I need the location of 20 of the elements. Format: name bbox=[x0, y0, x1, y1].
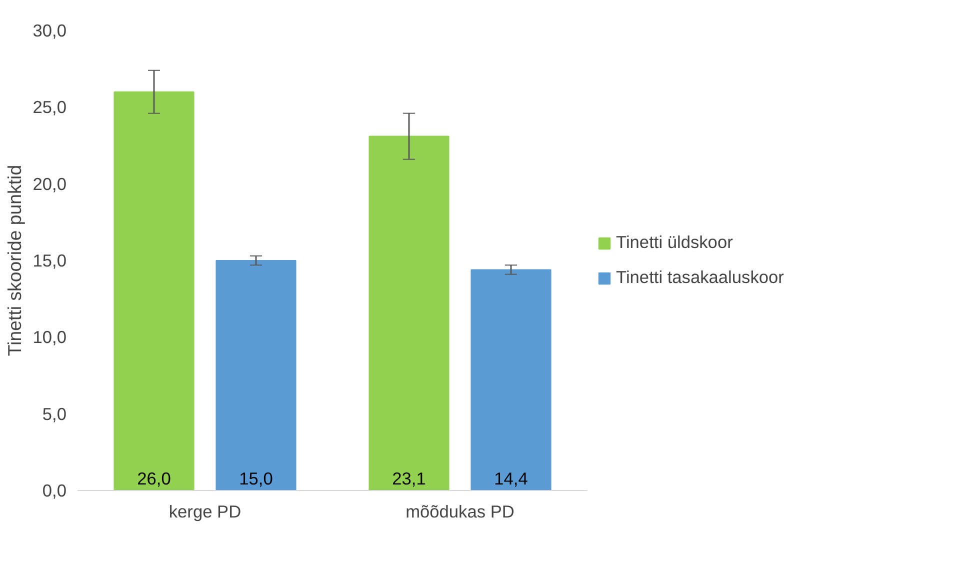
data-label: 15,0 bbox=[239, 468, 273, 488]
data-label: 14,4 bbox=[494, 468, 528, 488]
y-tick-label: 30,0 bbox=[32, 20, 67, 40]
data-label: 23,1 bbox=[392, 468, 426, 488]
data-label: 26,0 bbox=[137, 468, 171, 488]
legend-label: Tinetti üldskoor bbox=[616, 232, 733, 253]
bar bbox=[470, 269, 552, 490]
bar bbox=[368, 136, 450, 490]
y-tick-label: 25,0 bbox=[32, 97, 67, 118]
y-axis-title: Tinetti skooride punktid bbox=[4, 164, 25, 356]
y-tick-label: 0,0 bbox=[42, 480, 67, 500]
bar bbox=[114, 91, 194, 490]
x-tick-label: kerge PD bbox=[168, 502, 242, 522]
x-tick-label: mõõdukas PD bbox=[406, 502, 514, 522]
y-tick-label: 20,0 bbox=[32, 174, 67, 194]
y-tick-label: 10,0 bbox=[32, 327, 67, 348]
bar bbox=[216, 260, 296, 490]
y-tick-label: 5,0 bbox=[42, 404, 67, 424]
legend-label: Tinetti tasakaaluskoor bbox=[616, 267, 784, 288]
y-tick-label: 15,0 bbox=[32, 250, 67, 270]
